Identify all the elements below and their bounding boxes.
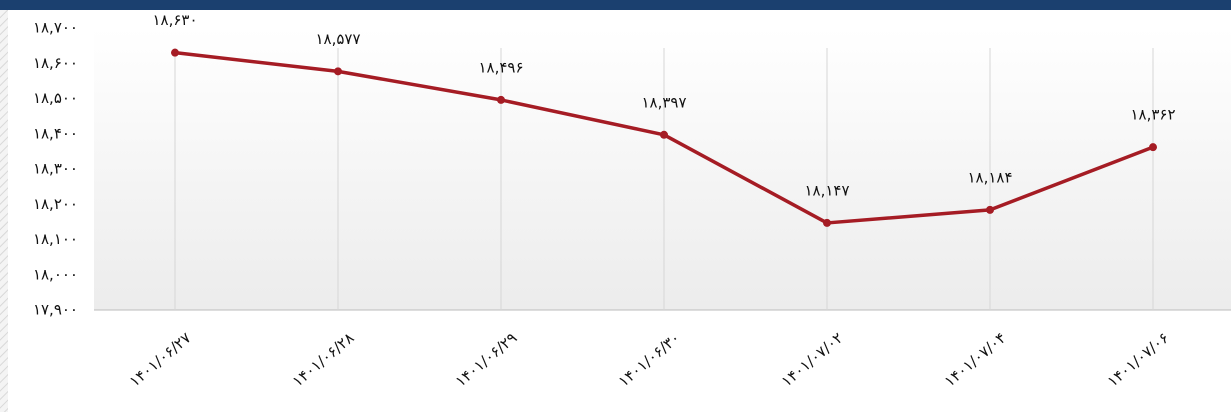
point: [497, 95, 505, 104]
data-label: ۱۸,۴۹۶: [478, 58, 523, 76]
y-tick-label: ۱۸,۴۰۰: [33, 124, 78, 142]
point: [171, 48, 179, 57]
y-tick-label: ۱۸,۷۰۰: [33, 19, 78, 37]
side-border: [0, 0, 8, 412]
data-label: ۱۸,۶۳۰: [152, 11, 197, 29]
point: [823, 218, 831, 227]
data-label: ۱۸,۱۸۴: [967, 168, 1012, 186]
y-tick-label: ۱۸,۲۰۰: [33, 195, 78, 213]
header-bar: [0, 0, 1231, 10]
data-label: ۱۸,۳۹۷: [641, 93, 686, 111]
data-label: ۱۸,۵۷۷: [315, 30, 360, 48]
y-tick-label: ۱۸,۱۰۰: [33, 230, 78, 248]
point: [986, 205, 994, 214]
y-tick-label: ۱۷,۹۰۰: [33, 301, 78, 319]
point: [660, 130, 668, 139]
y-tick-label: ۱۸,۵۰۰: [33, 89, 78, 107]
y-tick-label: ۱۸,۶۰۰: [33, 54, 78, 72]
point: [1149, 143, 1157, 152]
y-tick-label: ۱۸,۳۰۰: [33, 160, 78, 178]
plot-area: [94, 28, 1231, 310]
y-tick-label: ۱۸,۰۰۰: [33, 265, 78, 283]
data-label: ۱۸,۱۴۷: [804, 181, 849, 199]
point: [334, 67, 342, 76]
data-label: ۱۸,۳۶۲: [1130, 106, 1175, 124]
